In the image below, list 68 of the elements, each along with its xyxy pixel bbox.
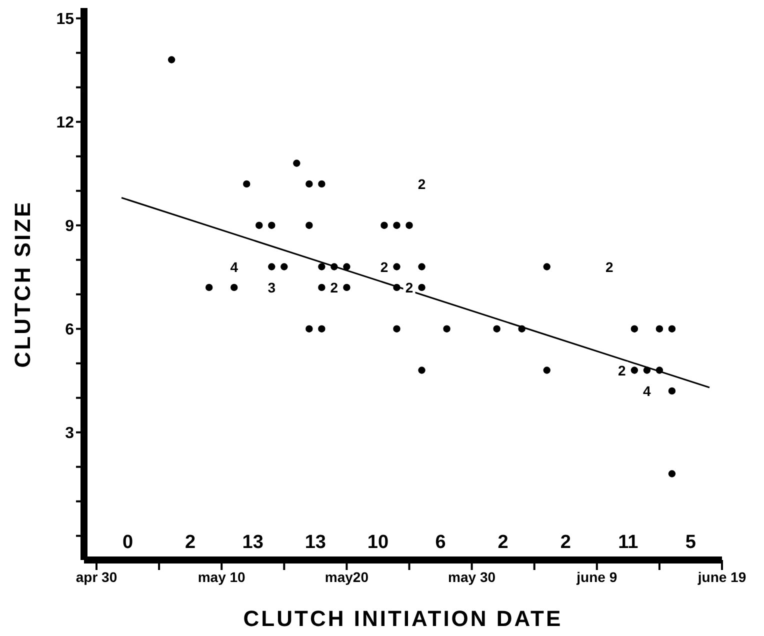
point (318, 325, 326, 332)
annotation: 2 (380, 258, 388, 275)
point (668, 387, 676, 395)
annotation: 11 (618, 532, 639, 553)
annotation: 2 (330, 279, 338, 296)
point (406, 222, 413, 229)
point (306, 222, 313, 229)
x-tick-label: may 10 (198, 568, 246, 585)
point (243, 180, 250, 188)
annotation: 6 (435, 532, 446, 553)
y-tick-label: 12 (56, 114, 74, 132)
y-tick-label: 6 (65, 322, 74, 339)
point (668, 325, 676, 332)
annotation: 2 (185, 532, 196, 553)
point (656, 325, 664, 332)
point (380, 222, 388, 229)
annotation: 2 (606, 258, 614, 275)
annotation: 5 (685, 532, 696, 553)
point (418, 366, 426, 374)
point (393, 325, 400, 332)
point (543, 366, 550, 374)
annotation: 4 (643, 382, 652, 399)
annotation: 2 (418, 176, 426, 192)
point (418, 284, 426, 292)
annotation: 13 (242, 532, 264, 553)
point (668, 470, 676, 478)
annotation: 0 (122, 532, 134, 553)
x-tick-label: may20 (324, 568, 369, 585)
point (318, 284, 326, 292)
point (493, 325, 500, 332)
point (206, 284, 213, 292)
x-tick-label: apr 30 (76, 568, 118, 585)
point (168, 56, 176, 64)
point (393, 263, 400, 270)
point (630, 366, 638, 374)
annotation: 2 (498, 532, 508, 553)
point (630, 325, 638, 332)
point (256, 222, 263, 229)
point (280, 263, 288, 270)
point (318, 263, 326, 270)
x-axis-title: CLUTCH INITIATION DATE (243, 606, 563, 631)
point (393, 222, 400, 229)
x-tick-label: june 19 (696, 568, 746, 585)
point (418, 263, 426, 270)
annotation: 13 (304, 532, 326, 553)
y-axis-title: CLUTCH SIZE (10, 200, 35, 368)
point (306, 180, 313, 188)
annotation: 4 (230, 258, 238, 275)
y-tick-label: 15 (56, 11, 74, 28)
point (343, 284, 350, 292)
annotation: 2 (405, 279, 414, 296)
y-tick-label: 9 (65, 218, 74, 236)
x-tick-label: june 9 (576, 568, 618, 585)
x-tick-label: may 30 (448, 568, 496, 585)
point (230, 284, 238, 292)
y-tick-label: 3 (65, 425, 74, 442)
point (443, 325, 450, 332)
point (343, 263, 350, 270)
point (543, 263, 550, 270)
point (268, 263, 276, 270)
annotation: 10 (367, 532, 389, 553)
annotation: 3 (268, 279, 276, 296)
point (268, 222, 276, 229)
point (306, 325, 313, 332)
annotation: 2 (560, 532, 571, 553)
point (318, 180, 326, 188)
annotation: 2 (618, 362, 626, 378)
point (293, 160, 300, 167)
